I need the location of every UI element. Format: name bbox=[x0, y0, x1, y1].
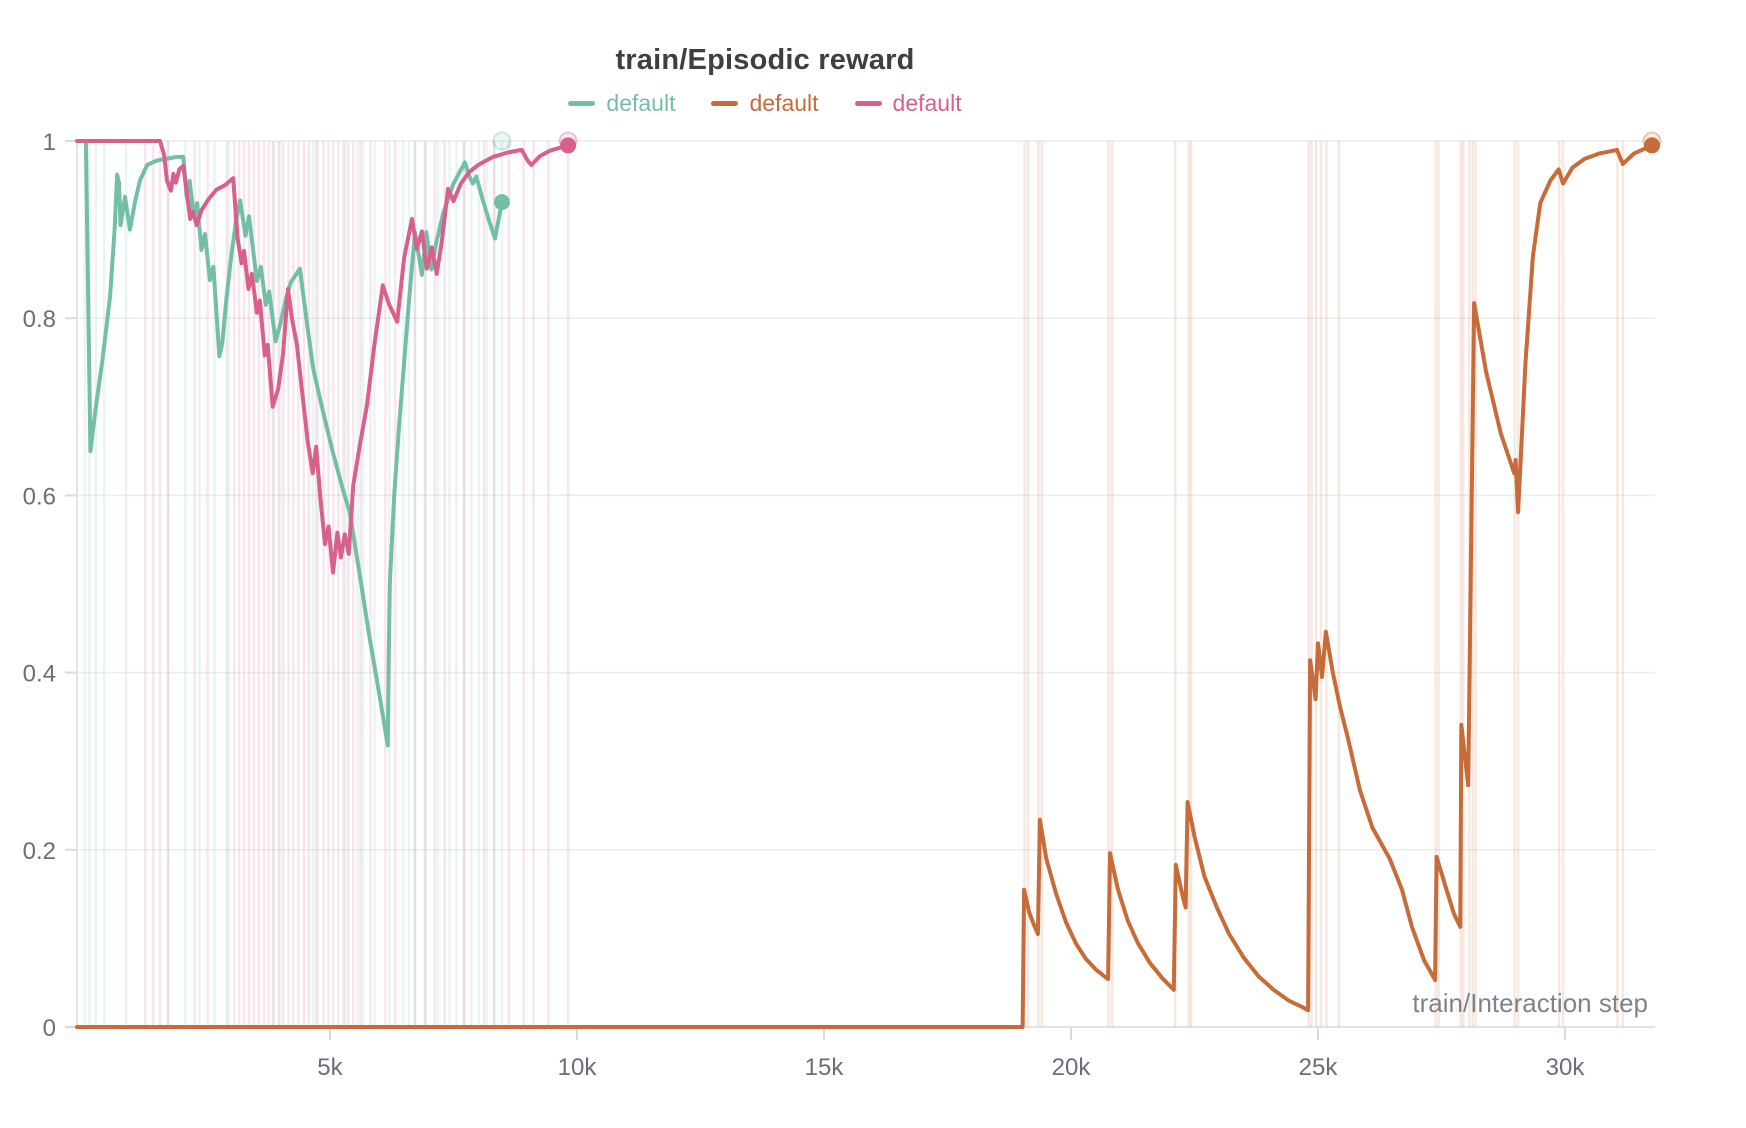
x-tick-label: 15k bbox=[805, 1054, 845, 1081]
y-tick-label: 0 bbox=[43, 1015, 56, 1042]
x-tick-label: 20k bbox=[1052, 1054, 1092, 1081]
legend-item-label: default bbox=[749, 90, 819, 116]
x-axis-title: train/Interaction step bbox=[1412, 988, 1648, 1018]
y-tick-label: 0.6 bbox=[23, 483, 56, 510]
legend-item-label: default bbox=[892, 90, 962, 116]
y-tick-label: 0.2 bbox=[23, 838, 56, 865]
x-tick-label: 30k bbox=[1546, 1054, 1586, 1081]
series-default-pink bbox=[75, 137, 577, 575]
legend-swatch-dash bbox=[568, 101, 596, 106]
end-marker-default-pink bbox=[560, 137, 577, 154]
chart-title: train/Episodic reward bbox=[615, 44, 915, 76]
x-tick-label: 5k bbox=[317, 1054, 343, 1081]
series-default-orange bbox=[75, 137, 1660, 1029]
raw-end-marker-default-teal bbox=[492, 131, 512, 151]
legend-item-default-orange[interactable]: default bbox=[711, 90, 819, 117]
end-marker-default-teal bbox=[493, 194, 510, 211]
legend: default default default bbox=[0, 90, 1530, 117]
end-marker-default-orange bbox=[1643, 137, 1660, 154]
x-tick-label: 25k bbox=[1299, 1054, 1339, 1081]
legend-item-label: default bbox=[606, 90, 676, 116]
legend-item-default-pink[interactable]: default bbox=[854, 90, 962, 117]
y-tick-label: 0.8 bbox=[23, 306, 56, 333]
legend-item-default-teal[interactable]: default bbox=[568, 90, 675, 117]
y-tick-label: 0.4 bbox=[23, 661, 56, 688]
raw-events-default-teal bbox=[83, 131, 512, 1027]
y-tick-label: 1 bbox=[43, 129, 56, 156]
x-tick-label: 10k bbox=[558, 1054, 598, 1081]
legend-swatch-dash bbox=[711, 101, 739, 106]
legend-swatch-dash bbox=[854, 101, 882, 106]
